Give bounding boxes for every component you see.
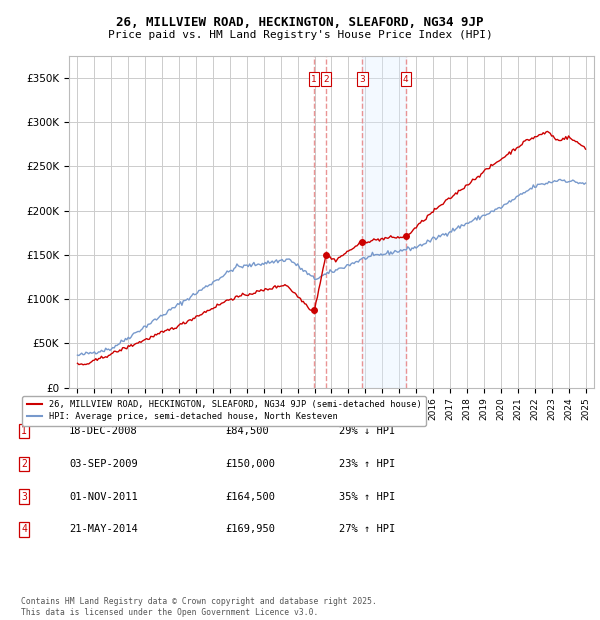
Text: 23% ↑ HPI: 23% ↑ HPI <box>339 459 395 469</box>
Text: 1: 1 <box>21 426 27 436</box>
Text: £169,950: £169,950 <box>225 525 275 534</box>
Text: 2: 2 <box>323 74 329 84</box>
Text: Contains HM Land Registry data © Crown copyright and database right 2025.
This d: Contains HM Land Registry data © Crown c… <box>21 598 377 617</box>
Text: 3: 3 <box>21 492 27 502</box>
Text: 4: 4 <box>21 525 27 534</box>
Text: 03-SEP-2009: 03-SEP-2009 <box>69 459 138 469</box>
Text: 01-NOV-2011: 01-NOV-2011 <box>69 492 138 502</box>
Bar <box>362 56 406 388</box>
Text: 26, MILLVIEW ROAD, HECKINGTON, SLEAFORD, NG34 9JP: 26, MILLVIEW ROAD, HECKINGTON, SLEAFORD,… <box>116 17 484 29</box>
Text: £164,500: £164,500 <box>225 492 275 502</box>
Text: £84,500: £84,500 <box>225 426 269 436</box>
Text: 1: 1 <box>311 74 317 84</box>
Text: 2: 2 <box>21 459 27 469</box>
Text: Price paid vs. HM Land Registry's House Price Index (HPI): Price paid vs. HM Land Registry's House … <box>107 30 493 40</box>
Legend: 26, MILLVIEW ROAD, HECKINGTON, SLEAFORD, NG34 9JP (semi-detached house), HPI: Av: 26, MILLVIEW ROAD, HECKINGTON, SLEAFORD,… <box>22 396 426 426</box>
Text: 3: 3 <box>359 74 365 84</box>
Text: 29% ↓ HPI: 29% ↓ HPI <box>339 426 395 436</box>
Text: 4: 4 <box>403 74 409 84</box>
Text: 27% ↑ HPI: 27% ↑ HPI <box>339 525 395 534</box>
Text: 18-DEC-2008: 18-DEC-2008 <box>69 426 138 436</box>
Text: £150,000: £150,000 <box>225 459 275 469</box>
Text: 35% ↑ HPI: 35% ↑ HPI <box>339 492 395 502</box>
Text: 21-MAY-2014: 21-MAY-2014 <box>69 525 138 534</box>
